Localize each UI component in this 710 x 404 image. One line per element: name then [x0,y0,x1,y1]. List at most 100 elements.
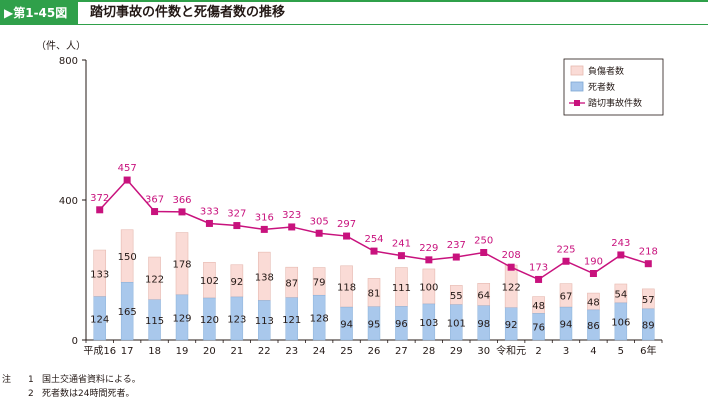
legend-label-accidents: 踏切事故件数 [588,97,642,109]
note-2: 2 死者数は24時間死者。 [2,387,141,401]
bar-deaths [230,296,244,341]
legend-label-injuries: 負傷者数 [588,65,624,77]
x-tick-label: 3 [563,346,569,357]
bar-deaths [175,294,189,341]
note-1: 注 1 国土交通省資料による。 [2,373,141,387]
label-deaths: 115 [145,316,164,327]
accident-marker [96,206,104,214]
bar-deaths [559,306,573,341]
note-text: 死者数は24時間死者。 [42,389,135,399]
label-accidents: 323 [282,210,301,221]
x-tick-label: 20 [203,346,216,357]
note-text: 国土交通省資料による。 [42,375,141,385]
bar-deaths [587,309,600,341]
y-tick-label: 0 [72,336,78,347]
label-injuries: 48 [587,298,600,309]
bars [93,229,655,341]
x-tick-label: 5 [618,346,624,357]
label-accidents: 316 [255,212,274,223]
x-tick-label: 18 [148,346,161,357]
label-deaths: 113 [255,316,274,327]
accident-marker [425,256,433,264]
bar-deaths [93,296,106,341]
x-tick-label: 4 [590,346,596,357]
label-deaths: 96 [395,319,408,330]
bar-deaths [312,295,326,341]
accident-marker [315,229,323,237]
x-tick-label: 27 [395,346,408,357]
label-accidents: 457 [118,163,137,174]
label-deaths: 165 [118,307,137,318]
bar-deaths [642,308,655,341]
label-deaths: 76 [532,323,545,334]
label-deaths: 123 [227,314,246,325]
x-tick-label: 24 [313,346,326,357]
label-injuries: 92 [230,277,243,288]
x-tick-label: 6年 [640,344,656,357]
note-number: 1 [28,375,34,385]
x-tick-label: 2 [535,346,541,357]
label-accidents: 250 [474,236,493,247]
label-deaths: 106 [611,317,630,328]
legend-swatch-deaths [570,81,584,92]
label-deaths: 124 [90,314,109,325]
accident-line [96,176,652,283]
bar-deaths [395,306,408,341]
note-prefix [2,387,28,401]
label-injuries: 133 [90,269,109,280]
label-deaths: 129 [172,313,191,324]
label-injuries: 100 [419,282,438,293]
accident-marker [452,253,460,261]
bar-deaths [614,302,628,341]
accident-marker [205,219,213,227]
x-tick-label: 21 [230,346,243,357]
label-injuries: 67 [560,291,573,302]
x-tick-label: 25 [340,346,353,357]
data-labels: 124 133 165 150 115 122 129 178 120 102 123 92 113 13… [90,163,658,334]
x-tick-label: 17 [121,346,134,357]
label-deaths: 92 [505,320,518,331]
bar-deaths [203,297,216,341]
label-accidents: 237 [447,240,466,251]
y-tick-label: 400 [59,196,78,207]
label-injuries: 111 [392,283,411,294]
bar-deaths [285,297,298,341]
accident-marker [562,257,570,265]
accident-marker [535,275,543,283]
x-tick-label: 28 [422,346,435,357]
legend-marker-accidents [574,100,580,106]
label-injuries: 178 [172,260,191,271]
x-tick-label: 23 [285,346,298,357]
note-number: 2 [28,389,34,399]
label-accidents: 333 [200,206,219,217]
accident-marker [370,247,378,255]
accident-marker [178,208,186,216]
label-accidents: 305 [310,216,329,227]
label-injuries: 48 [532,301,545,312]
bar-deaths [532,313,545,341]
bar-deaths [258,300,271,341]
x-tick-label: 29 [450,346,463,357]
bar-deaths [450,304,463,341]
label-injuries: 64 [477,291,490,302]
label-accidents: 218 [639,247,658,258]
accident-marker [260,225,268,233]
label-injuries: 87 [285,278,298,289]
label-accidents: 254 [364,234,383,245]
label-injuries: 122 [145,274,164,285]
x-tick-label: 19 [176,346,189,357]
label-injuries: 57 [642,295,655,306]
label-accidents: 190 [584,257,603,268]
label-injuries: 150 [118,252,137,263]
label-accidents: 297 [337,219,356,230]
label-deaths: 98 [477,319,490,330]
label-injuries: 55 [450,291,463,302]
label-injuries: 118 [337,282,356,293]
label-accidents: 367 [145,195,164,206]
figure-header: ▶第1-45図 踏切事故の件数と死傷者数の推移 [0,0,708,25]
accident-marker [151,208,159,216]
label-injuries: 54 [614,289,627,300]
label-deaths: 101 [447,318,466,329]
label-deaths: 103 [419,318,438,329]
label-accidents: 229 [419,243,438,254]
